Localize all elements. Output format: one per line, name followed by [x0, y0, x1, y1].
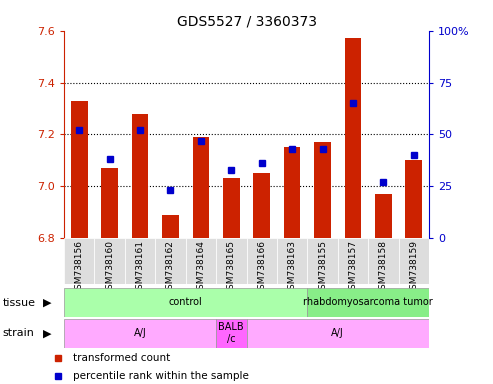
- Text: GSM738164: GSM738164: [196, 240, 206, 295]
- Bar: [102, 168, 118, 238]
- Bar: [253, 173, 270, 238]
- Bar: [64, 288, 307, 317]
- Text: GSM738159: GSM738159: [409, 240, 418, 295]
- Text: GSM738155: GSM738155: [318, 240, 327, 295]
- Bar: [314, 142, 331, 238]
- Text: GSM738162: GSM738162: [166, 240, 175, 295]
- Bar: [345, 38, 361, 238]
- Bar: [375, 194, 391, 238]
- Bar: [132, 114, 148, 238]
- Text: GSM738160: GSM738160: [105, 240, 114, 295]
- Bar: [216, 238, 246, 284]
- Text: percentile rank within the sample: percentile rank within the sample: [73, 371, 249, 381]
- Bar: [338, 238, 368, 284]
- Bar: [405, 161, 422, 238]
- Bar: [162, 215, 179, 238]
- Text: ▶: ▶: [42, 298, 51, 308]
- Text: GSM738158: GSM738158: [379, 240, 388, 295]
- Text: ▶: ▶: [42, 328, 51, 338]
- Bar: [307, 288, 429, 317]
- Text: A/J: A/J: [134, 328, 146, 338]
- Text: control: control: [169, 297, 203, 308]
- Bar: [368, 238, 398, 284]
- Text: GSM738161: GSM738161: [136, 240, 144, 295]
- Bar: [284, 147, 300, 238]
- Bar: [125, 238, 155, 284]
- Bar: [193, 137, 209, 238]
- Bar: [71, 101, 88, 238]
- Bar: [398, 238, 429, 284]
- Bar: [223, 179, 240, 238]
- Bar: [216, 319, 246, 348]
- Bar: [95, 238, 125, 284]
- Bar: [155, 238, 186, 284]
- Text: GSM738165: GSM738165: [227, 240, 236, 295]
- Text: GSM738166: GSM738166: [257, 240, 266, 295]
- Bar: [246, 319, 429, 348]
- Text: GSM738156: GSM738156: [75, 240, 84, 295]
- Bar: [64, 238, 95, 284]
- Text: A/J: A/J: [331, 328, 344, 338]
- Text: tissue: tissue: [2, 298, 35, 308]
- Bar: [307, 238, 338, 284]
- Text: GSM738163: GSM738163: [287, 240, 297, 295]
- Text: GSM738157: GSM738157: [349, 240, 357, 295]
- Bar: [277, 238, 307, 284]
- Bar: [186, 238, 216, 284]
- Text: transformed count: transformed count: [73, 353, 171, 362]
- Text: strain: strain: [2, 328, 35, 338]
- Title: GDS5527 / 3360373: GDS5527 / 3360373: [176, 14, 317, 28]
- Bar: [64, 319, 216, 348]
- Bar: [246, 238, 277, 284]
- Text: rhabdomyosarcoma tumor: rhabdomyosarcoma tumor: [303, 297, 433, 308]
- Text: BALB
/c: BALB /c: [218, 322, 244, 344]
